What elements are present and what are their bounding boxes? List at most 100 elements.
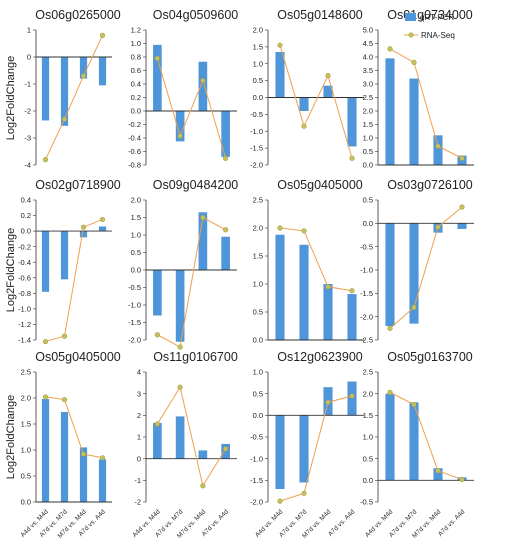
y-tick-label: 1.2 xyxy=(131,26,141,35)
y-tick-label: 0.0 xyxy=(253,336,263,345)
y-tick-label: -1.5 xyxy=(250,476,263,485)
legend-line-marker xyxy=(408,32,414,38)
line-rna-seq xyxy=(156,58,227,159)
point-rna-seq xyxy=(200,483,206,489)
point-rna-seq xyxy=(154,55,160,61)
panel-title: Os12g0623900 xyxy=(277,350,363,364)
point-rna-seq xyxy=(325,72,331,79)
y-tick-label: 2.0 xyxy=(363,107,373,116)
point-rna-seq xyxy=(177,384,183,390)
bar-qrt-pcr xyxy=(323,85,333,98)
y-tick-label: 1.5 xyxy=(253,42,263,51)
y-tick-label: -2.0 xyxy=(128,336,141,345)
legend: qRT-PCR RNA-Seq xyxy=(404,13,455,40)
y-tick-label: 4.5 xyxy=(363,39,373,48)
bar-qrt-pcr xyxy=(79,57,88,79)
y-tick-label: -1 xyxy=(24,80,31,89)
line-rna-seq xyxy=(45,396,103,459)
point-rna-seq xyxy=(387,325,393,331)
panel-os04g0509600: Os04g0509600 -0.8 -0.6 -0.4 -0.2 0.0 0.2 0.4 0.6… xyxy=(128,8,238,170)
y-tick-label: 0.2 xyxy=(21,211,31,220)
point-rna-seq xyxy=(223,155,229,161)
y-tick-label: 5.0 xyxy=(363,26,373,35)
y-tick-label: 1.5 xyxy=(253,252,263,261)
y-tick-label: -1.0 xyxy=(250,127,263,136)
y-tick-label: 4.0 xyxy=(363,53,373,62)
bar-qrt-pcr xyxy=(60,231,69,280)
bar-qrt-pcr xyxy=(153,422,162,459)
bar-qrt-pcr xyxy=(275,415,285,489)
point-rna-seq xyxy=(80,73,87,79)
point-rna-seq xyxy=(99,216,106,223)
bar-qrt-pcr xyxy=(385,58,395,165)
bar-qrt-pcr xyxy=(41,57,50,121)
y-tick-label: 0.6 xyxy=(131,66,141,75)
y-tick-label: 0.5 xyxy=(21,472,31,481)
y-tick-label: 0.5 xyxy=(363,147,373,156)
bar-qrt-pcr xyxy=(409,78,419,165)
bar-qrt-pcr xyxy=(98,459,107,502)
bar-qrt-pcr xyxy=(175,111,185,142)
point-rna-seq xyxy=(301,490,307,496)
point-rna-seq xyxy=(301,123,307,129)
y-tick-label: 1.5 xyxy=(21,420,31,429)
bar-qrt-pcr xyxy=(385,393,395,481)
point-rna-seq xyxy=(177,133,183,139)
point-rna-seq xyxy=(325,284,331,290)
y-tick-label: 0.0 xyxy=(21,498,31,507)
point-rna-seq xyxy=(42,394,49,400)
y-tick-label: -1.0 xyxy=(18,304,31,313)
y-tick-label: -1.0 xyxy=(250,454,263,463)
point-rna-seq xyxy=(435,224,441,230)
line-rna-seq xyxy=(389,206,463,329)
y-tick-label: 0.0 xyxy=(253,93,263,102)
bar-qrt-pcr xyxy=(175,416,185,459)
y-tick-label: 2.0 xyxy=(363,389,373,398)
panel-os06g0265000: Os06g0265000 -4 -3 -2 -1 0 1 xyxy=(24,8,120,170)
y-tick-label: 0.5 xyxy=(131,248,141,257)
point-rna-seq xyxy=(277,498,283,504)
y-axis-label: Log2FoldChange xyxy=(5,56,17,140)
panel-title: Os02g0718900 xyxy=(35,178,121,192)
bar-qrt-pcr xyxy=(409,223,419,324)
y-axis-labels-group: Log2FoldChange Log2FoldChange Log2FoldChan… xyxy=(5,56,17,479)
point-rna-seq xyxy=(80,451,87,457)
y-tick-label: -1.2 xyxy=(18,320,31,329)
y-tick-label: 0.0 xyxy=(253,411,263,420)
line-rna-seq xyxy=(45,35,103,160)
line-rna-seq xyxy=(157,216,226,348)
y-tick-label: 0.0 xyxy=(363,219,373,228)
y-tick-label: -2.0 xyxy=(360,312,373,321)
point-rna-seq xyxy=(277,42,283,48)
y-tick-label: -1.5 xyxy=(360,289,373,298)
y-tick-label: 0.4 xyxy=(131,80,141,89)
bar-qrt-pcr xyxy=(198,450,208,459)
y-tick-label: 0.0 xyxy=(131,266,141,275)
y-tick-label: 2.5 xyxy=(21,368,31,377)
point-rna-seq xyxy=(200,214,206,221)
point-rna-seq xyxy=(223,227,229,233)
y-tick-label: -0.8 xyxy=(18,289,31,298)
point-rna-seq xyxy=(459,476,465,483)
y-tick-label: 0.5 xyxy=(253,308,263,317)
bar-qrt-pcr xyxy=(60,412,69,502)
bar-qrt-pcr xyxy=(98,226,107,232)
y-tick-label: -2 xyxy=(134,498,141,507)
y-tick-label: -0.5 xyxy=(250,433,263,442)
bar-qrt-pcr xyxy=(60,57,69,126)
point-rna-seq xyxy=(459,155,465,161)
bar-qrt-pcr xyxy=(275,51,285,98)
bar-qrt-pcr xyxy=(98,57,107,86)
point-rna-seq xyxy=(435,143,441,149)
point-rna-seq xyxy=(325,399,331,405)
bar-qrt-pcr xyxy=(323,284,333,340)
y-tick-label: 0.5 xyxy=(253,389,263,398)
y-tick-label: 0 xyxy=(27,53,31,62)
y-tick-label: 0.0 xyxy=(363,476,373,485)
y-tick-label: -1.0 xyxy=(360,266,373,275)
bar-qrt-pcr xyxy=(347,294,357,340)
point-rna-seq xyxy=(177,344,183,350)
